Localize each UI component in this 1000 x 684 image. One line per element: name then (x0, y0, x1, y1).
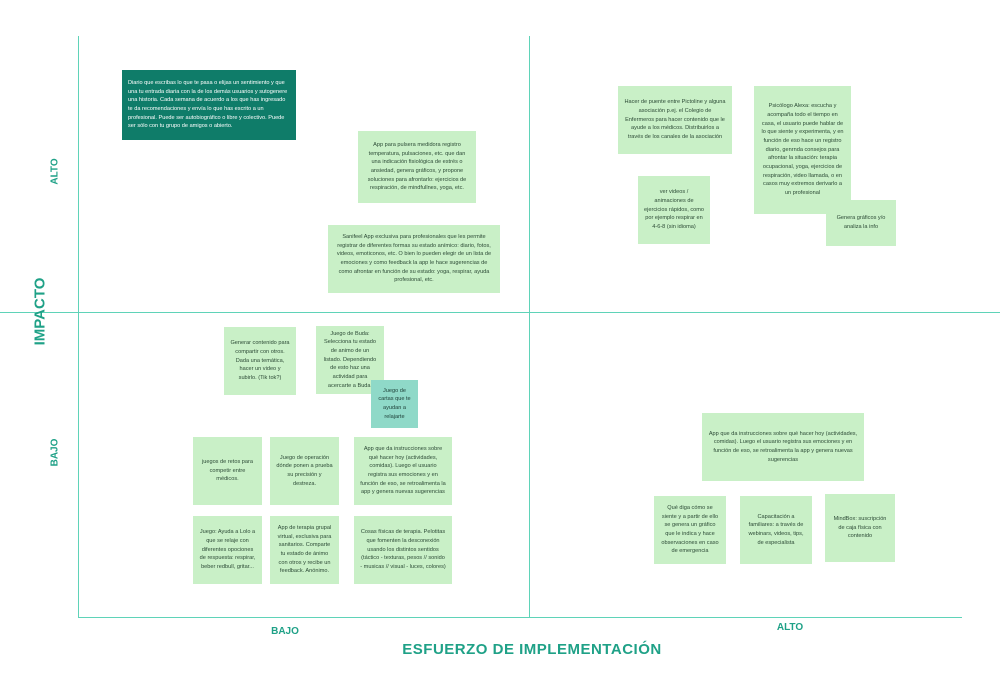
y-axis-line (78, 36, 79, 618)
note-text: Juego: Ayuda a Lolo a que se relaje con … (199, 529, 256, 570)
sticky-note-terapia: App de terapia grupal virtual, exclusiva… (270, 516, 339, 584)
horizontal-divider (0, 312, 1000, 313)
note-text: Psicólogo Alexa: escucha y acompaña todo… (761, 103, 844, 196)
sticky-note-grafico-siente: Qué diga cómo se siente y a partir de el… (654, 496, 726, 564)
sticky-note-cartas: Juego de cartas que te ayudan a relajart… (371, 380, 418, 428)
note-text: Juego de Buda: Selecciona tu estado de a… (323, 330, 377, 389)
x-axis-title: ESFUERZO DE IMPLEMENTACIÓN (402, 641, 662, 658)
sticky-note-pulsera: App para pulsera medidora registro tempe… (358, 131, 476, 203)
sticky-note-graficos: Genera gráficos y/o analiza la info (826, 200, 896, 246)
note-text: Juego de operación dónde ponen a prueba … (276, 454, 333, 487)
sticky-note-mindbox: MindBox: suscripción de caja física con … (825, 494, 895, 562)
note-text: Generar contenido para compartir con otr… (230, 340, 290, 381)
note-text: Capacitación a familiares: a través de w… (748, 513, 804, 546)
x-axis-line (78, 617, 962, 618)
x-tick-high: ALTO (776, 622, 804, 633)
sticky-note-buda: Juego de Buda: Selecciona tu estado de a… (316, 326, 384, 394)
sticky-note-diario: Diario que escribas lo que te pasa o eli… (122, 70, 296, 140)
sticky-note-operacion: Juego de operación dónde ponen a prueba … (270, 437, 339, 505)
sticky-note-videos: ver videos / animaciones de ejercicios r… (638, 176, 710, 244)
note-text: MindBox: suscripción de caja física con … (833, 516, 887, 540)
sticky-note-contenido: Generar contenido para compartir con otr… (224, 327, 296, 395)
note-text: Diario que escribas lo que te pasa o eli… (128, 80, 288, 130)
note-text: Qué diga cómo se siente y a partir de el… (661, 505, 719, 555)
sticky-note-capacitacion: Capacitación a familiares: a través de w… (740, 496, 812, 564)
sticky-note-cosas: Cosas físicas de terapia. Pelotitas que … (354, 516, 452, 584)
sticky-note-alexa: Psicólogo Alexa: escucha y acompaña todo… (754, 86, 851, 214)
note-text: Sanifeel App exclusiva para profesionale… (336, 234, 492, 284)
x-tick-low: BAJO (271, 626, 299, 637)
sticky-note-instrucciones-alto: App que da instrucciones sobre qué hacer… (702, 413, 864, 481)
vertical-divider (529, 36, 530, 618)
y-tick-high: ALTO (49, 158, 61, 185)
note-text: Juego de cartas que te ayudan a relajart… (378, 387, 411, 420)
note-text: App que da instrucciones sobre qué hacer… (708, 430, 858, 463)
sticky-note-pictoline: Hacer de puente entre Pictoline y alguna… (618, 86, 732, 154)
y-tick-low: BAJO (49, 438, 61, 467)
sticky-note-retos: juegos de retos para competir entre médi… (193, 437, 262, 505)
note-text: App para pulsera medidora registro tempe… (367, 142, 467, 192)
note-text: juegos de retos para competir entre médi… (202, 459, 253, 483)
sticky-note-sanifeel: Sanifeel App exclusiva para profesionale… (328, 225, 500, 293)
note-text: App que da instrucciones sobre qué hacer… (360, 446, 446, 496)
y-axis-title: IMPACTO (31, 277, 49, 346)
sticky-note-lolo: Juego: Ayuda a Lolo a que se relaje con … (193, 516, 262, 584)
note-text: App de terapia grupal virtual, exclusiva… (277, 525, 332, 575)
note-text: Hacer de puente entre Pictoline y alguna… (624, 99, 726, 140)
note-text: Cosas físicas de terapia. Pelotitas que … (360, 529, 446, 570)
note-text: Genera gráficos y/o analiza la info (836, 215, 886, 230)
sticky-note-instrucciones-bajo: App que da instrucciones sobre qué hacer… (354, 437, 452, 505)
note-text: ver videos / animaciones de ejercicios r… (644, 189, 705, 230)
